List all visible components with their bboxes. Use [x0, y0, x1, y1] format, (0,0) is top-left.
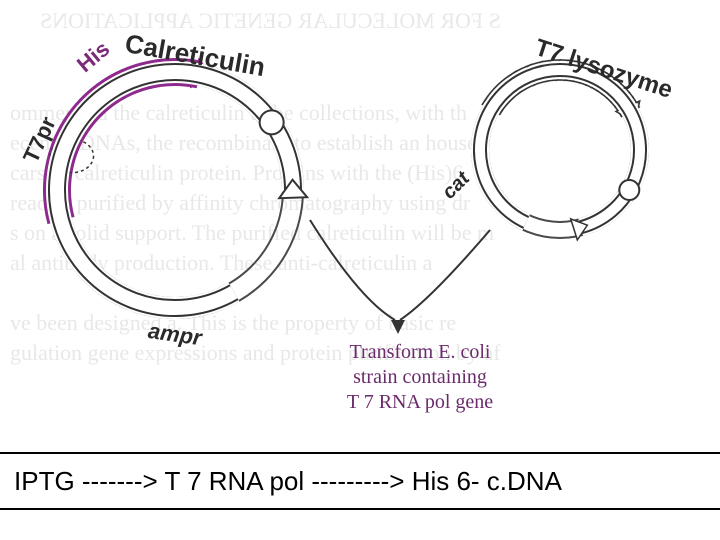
transform-caption: Transform E. coli strain containing T 7 … — [320, 340, 520, 415]
caption-line: strain containing — [320, 365, 520, 390]
merge-arrow-tip — [391, 320, 405, 334]
pathway-text: IPTG -------> T 7 RNA pol ---------> His… — [14, 466, 562, 497]
right-ori-circle — [619, 180, 639, 200]
bottom-pathway-bar: IPTG -------> T 7 RNA pol ---------> His… — [0, 452, 720, 510]
merge-arrow-right — [400, 230, 490, 320]
caption-line: T 7 RNA pol gene — [320, 390, 520, 415]
left-ori-circle — [260, 110, 284, 134]
caption-line: Transform E. coli — [320, 340, 520, 365]
calreticulin-arc — [57, 72, 200, 221]
merge-arrow-left — [310, 220, 395, 320]
